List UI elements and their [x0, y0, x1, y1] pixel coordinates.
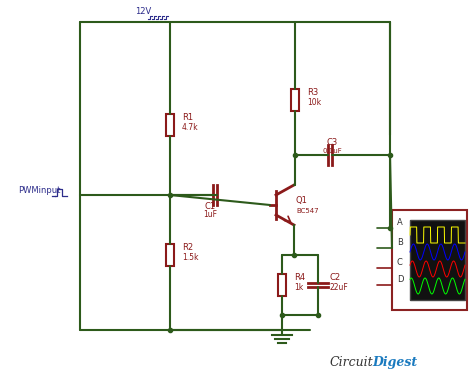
Text: C3: C3	[327, 138, 337, 147]
Bar	[392, 210, 467, 310]
Text: PWMinput: PWMinput	[18, 186, 60, 195]
Text: Digest: Digest	[372, 356, 417, 369]
Bar	[278, 274, 286, 296]
Text: R2: R2	[182, 243, 193, 252]
Text: 22uF: 22uF	[330, 283, 349, 292]
Text: 12V: 12V	[135, 7, 151, 16]
Text: C: C	[397, 258, 403, 267]
Bar	[166, 114, 174, 136]
Text: 1k: 1k	[294, 283, 303, 292]
Text: R3: R3	[307, 88, 318, 97]
Bar	[410, 220, 465, 300]
Text: 10k: 10k	[307, 98, 321, 107]
Text: 1.5k: 1.5k	[182, 253, 199, 262]
Text: B: B	[397, 238, 403, 247]
Text: D: D	[397, 275, 403, 284]
Text: 4.7k: 4.7k	[182, 123, 199, 132]
Text: R4: R4	[294, 273, 305, 282]
Text: C1: C1	[204, 202, 216, 211]
Text: 1uF: 1uF	[203, 210, 217, 219]
Bar	[166, 244, 174, 266]
Text: A: A	[397, 218, 403, 227]
Bar	[291, 89, 299, 111]
Text: C2: C2	[330, 273, 341, 282]
Text: BC547: BC547	[296, 208, 319, 214]
Text: 0.1uF: 0.1uF	[322, 148, 342, 154]
Text: Circuit: Circuit	[330, 356, 374, 369]
Text: Q1: Q1	[296, 196, 308, 205]
Text: R1: R1	[182, 113, 193, 122]
